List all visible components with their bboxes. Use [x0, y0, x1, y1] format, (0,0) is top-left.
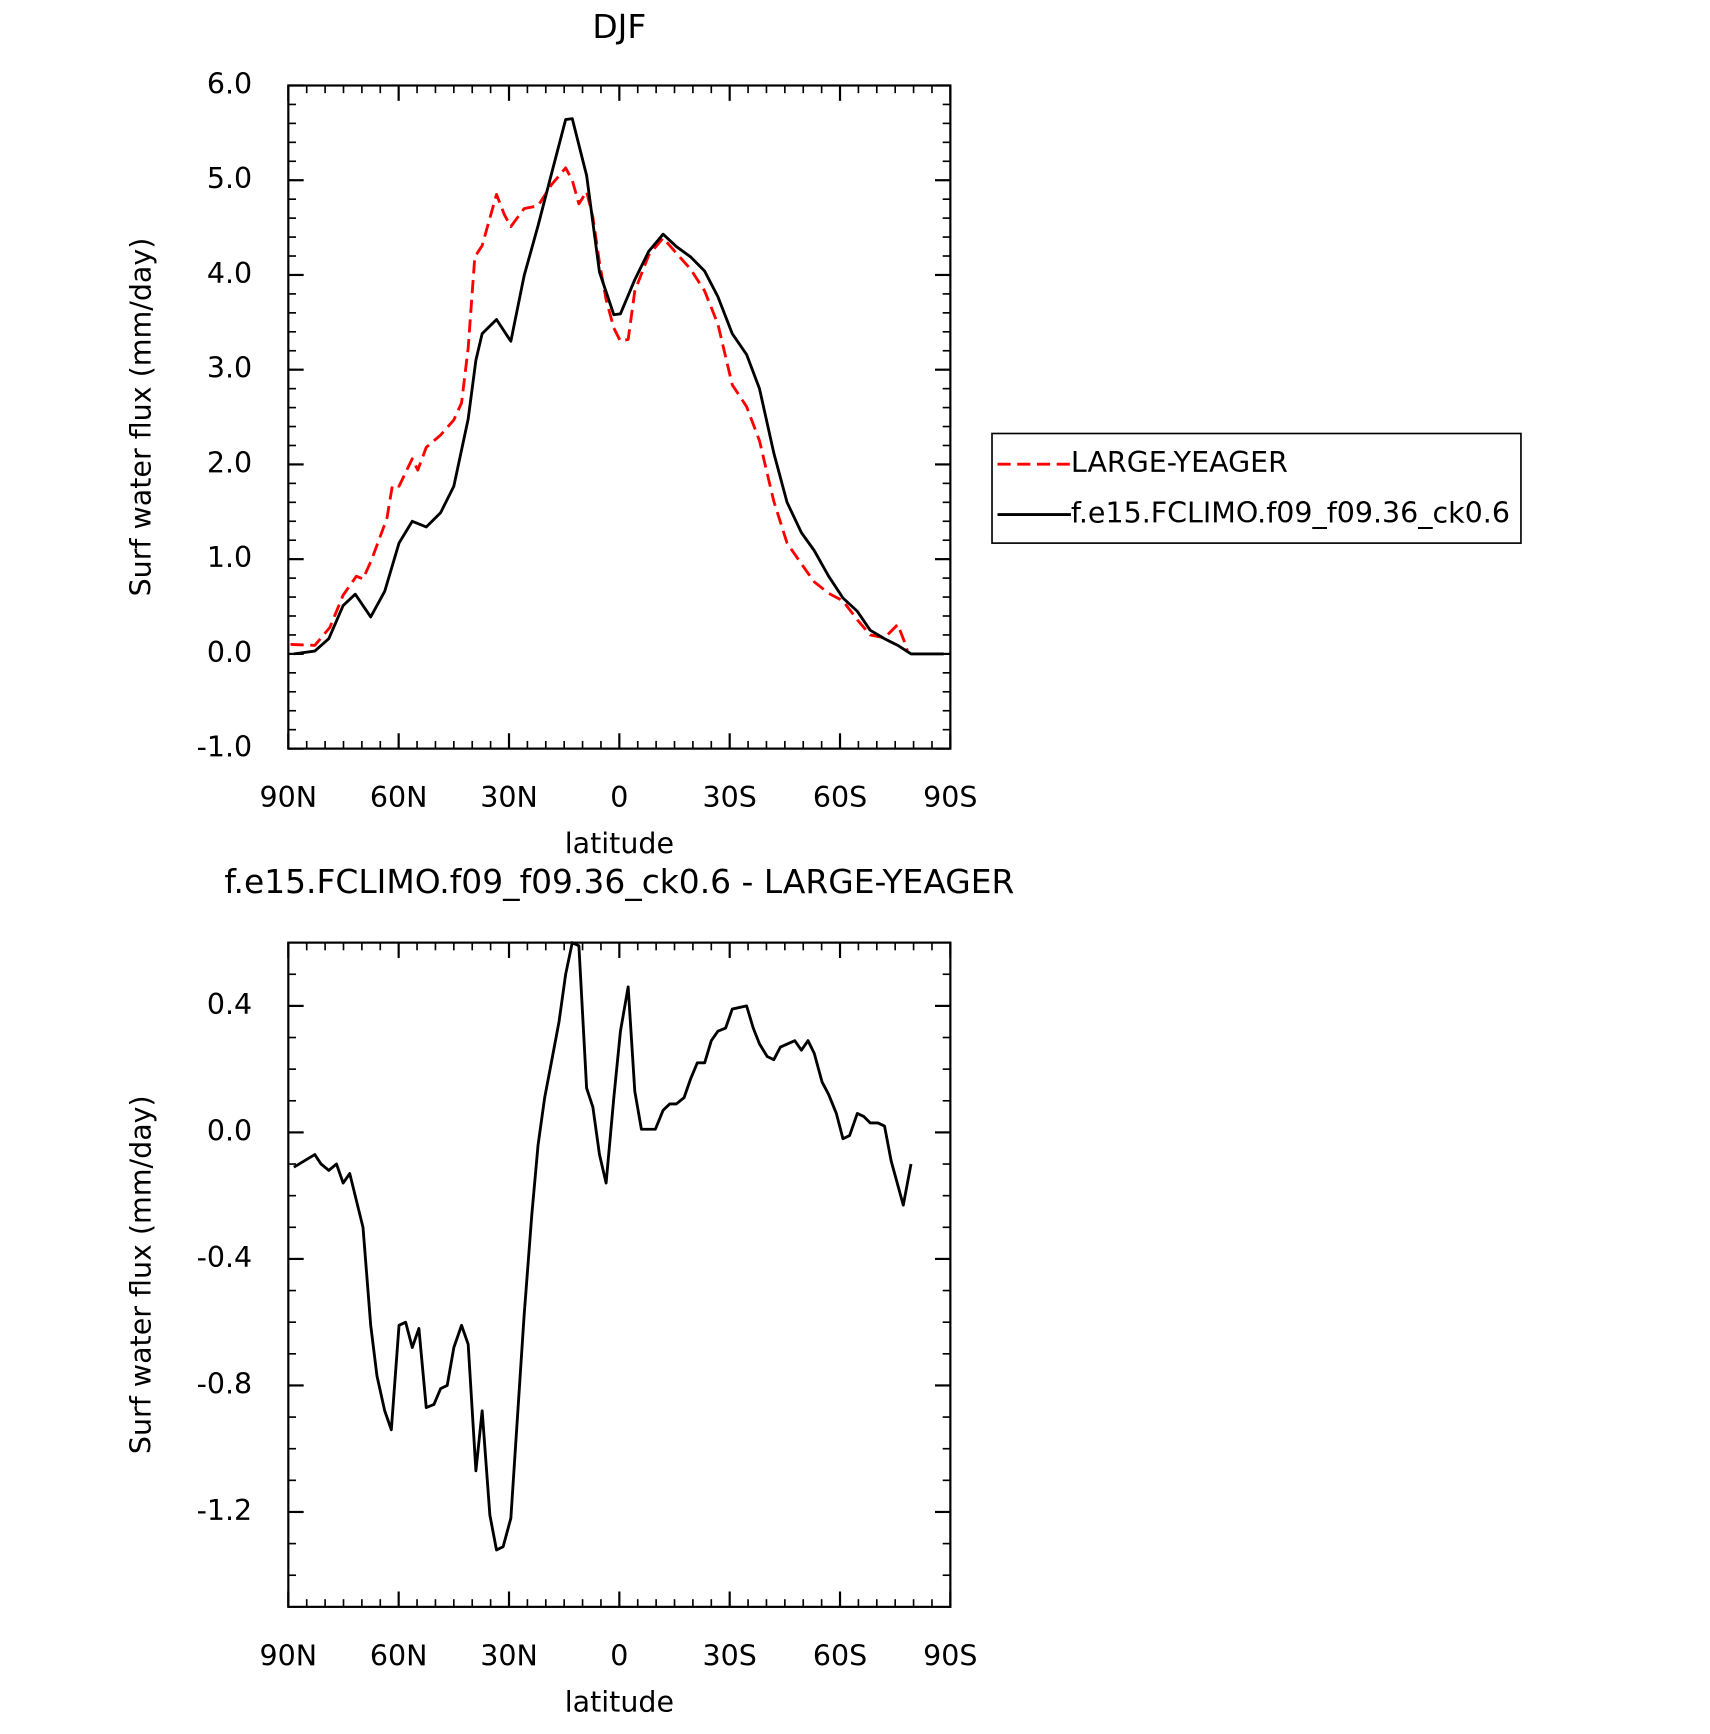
x-tick-label: 60N: [370, 781, 428, 814]
x-tick-label: 0: [610, 1639, 628, 1672]
y-axis-label: Surf water flux (mm/day): [125, 1095, 158, 1454]
data-line: [293, 117, 944, 656]
x-tick-label: 60S: [813, 1639, 867, 1672]
x-tick-label: 60S: [813, 781, 867, 814]
x-tick-label: 30N: [480, 1639, 538, 1672]
data-line: [293, 941, 913, 1552]
chart-title: f.e15.FCLIMO.f09_f09.36_ck0.6 - LARGE-YE…: [224, 862, 1014, 901]
y-tick-label: 0.4: [207, 988, 252, 1021]
legend-label: LARGE-YEAGER: [1071, 446, 1288, 479]
y-tick-label: 0.0: [207, 1114, 252, 1147]
legend-frame: [991, 432, 1522, 544]
y-tick-label: -1.2: [197, 1494, 253, 1527]
plot-frame: [287, 84, 952, 750]
x-axis-label: latitude: [565, 1685, 674, 1718]
legend-label: f.e15.FCLIMO.f09_f09.36_ck0.6: [1071, 497, 1510, 530]
x-tick-label: 90S: [923, 1639, 977, 1672]
y-tick-label: 1.0: [207, 541, 252, 574]
data-line: [290, 166, 910, 653]
y-tick-label: -0.8: [197, 1367, 253, 1400]
legend: LARGE-YEAGER f.e15.FCLIMO.f09_f09.36_ck0.…: [991, 432, 1522, 544]
y-tick-label: -0.4: [197, 1241, 253, 1274]
x-tick-label: 30N: [480, 781, 538, 814]
y-tick-label: 3.0: [207, 352, 252, 385]
x-tick-label: 0: [610, 781, 628, 814]
y-tick-label: 6.0: [207, 67, 252, 100]
y-tick-label: 0.0: [207, 636, 252, 669]
panel: f.e15.FCLIMO.f09_f09.36_ck0.6 - LARGE-YE…: [125, 862, 1015, 1718]
y-tick-label: 4.0: [207, 257, 252, 290]
x-tick-label: 90N: [260, 781, 318, 814]
y-tick-label: -1.0: [197, 731, 253, 764]
y-tick-label: 2.0: [207, 446, 252, 479]
plot-frame: [287, 941, 952, 1608]
x-tick-label: 30S: [703, 781, 757, 814]
x-axis-label: latitude: [565, 827, 674, 860]
x-tick-label: 90S: [923, 781, 977, 814]
x-tick-label: 60N: [370, 1639, 428, 1672]
x-tick-label: 90N: [260, 1639, 318, 1672]
y-tick-label: 5.0: [207, 162, 252, 195]
chart-title: DJF: [592, 7, 646, 46]
y-axis-label: Surf water flux (mm/day): [125, 238, 158, 597]
panel: DJF latitude Surf water flux (mm/day) -1.0 0…: [125, 7, 1522, 860]
x-tick-label: 30S: [703, 1639, 757, 1672]
